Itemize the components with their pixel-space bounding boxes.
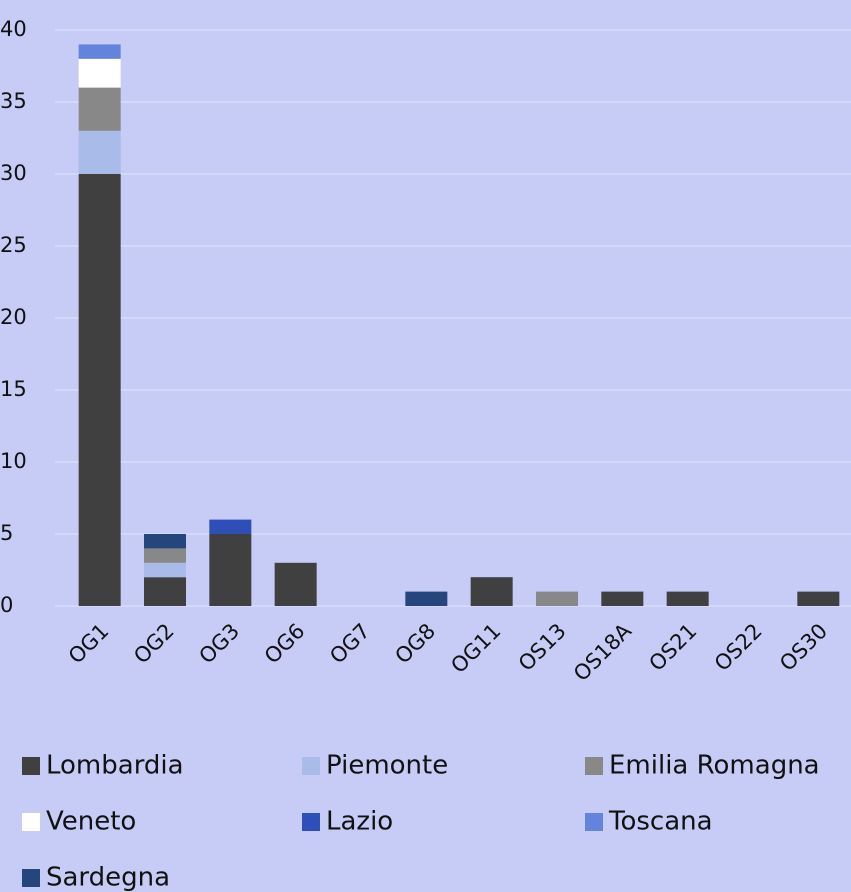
bar-segment <box>470 577 513 606</box>
y-tick-label: 10 <box>0 449 27 473</box>
y-tick-label: 0 <box>0 593 13 617</box>
x-tick-label: OG3 <box>194 619 244 669</box>
bar-segment <box>666 591 709 606</box>
bar-segment <box>536 591 578 606</box>
y-tick-label: 20 <box>0 305 27 329</box>
y-tick-label: 40 <box>0 17 27 41</box>
legend-swatch <box>302 757 320 775</box>
legend-swatch <box>22 869 40 887</box>
x-tick-label: OG1 <box>64 619 114 669</box>
y-tick-label: 25 <box>0 233 27 257</box>
bar-segment <box>601 591 644 606</box>
legend-swatch <box>585 757 603 775</box>
legend-label: Emilia Romagna <box>609 751 820 781</box>
bar-segment <box>78 58 121 88</box>
x-tick-label: OG11 <box>446 619 505 678</box>
bar-segment <box>274 562 317 606</box>
legend-swatch <box>585 813 603 831</box>
y-tick-label: 15 <box>0 377 27 401</box>
legend-label: Toscana <box>608 807 713 837</box>
x-tick-label: OG7 <box>325 619 375 669</box>
bar-segment <box>144 562 186 578</box>
legend-label: Veneto <box>46 807 136 837</box>
bar-segment <box>209 534 252 606</box>
bar-segment <box>78 174 121 606</box>
x-tick-label: OG2 <box>129 619 179 669</box>
x-tick-label: OS18A <box>569 618 637 686</box>
bar-segment <box>797 591 840 606</box>
legend-swatch <box>302 813 320 831</box>
y-tick-label: 35 <box>0 89 27 113</box>
legend-swatch <box>22 813 40 831</box>
x-tick-label: OS21 <box>644 619 701 676</box>
legend-swatch <box>22 757 40 775</box>
bar-segment <box>144 548 186 563</box>
bar-segment <box>78 130 121 174</box>
bar-segment <box>405 591 448 606</box>
y-tick-label: 30 <box>0 161 27 185</box>
bar-segment <box>144 534 186 549</box>
x-tick-label: OS13 <box>514 619 571 676</box>
bar-segment <box>78 87 121 131</box>
bar-segment <box>78 44 121 59</box>
bar-segment <box>144 577 186 606</box>
legend-label: Lazio <box>326 807 393 837</box>
legend-label: Lombardia <box>46 751 184 781</box>
x-tick-label: OG6 <box>260 619 310 669</box>
y-tick-label: 5 <box>0 521 13 545</box>
legend-label: Piemonte <box>326 751 448 781</box>
bar-segment <box>209 519 252 534</box>
x-tick-label: OG8 <box>390 619 440 669</box>
x-tick-label: OS22 <box>710 619 767 676</box>
legend-label: Sardegna <box>46 863 170 892</box>
x-tick-label: OS30 <box>775 619 832 676</box>
